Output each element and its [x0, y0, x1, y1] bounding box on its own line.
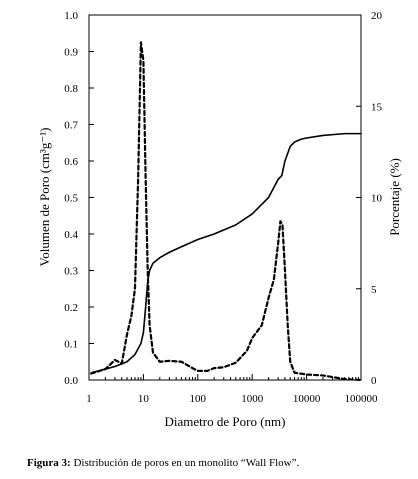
x-tick-label: 1000 [241, 393, 264, 405]
x-tick-label: 1 [86, 393, 92, 405]
caption-text: Distribución de poros en un monolito “Wa… [70, 457, 300, 469]
series-line-dashed [90, 41, 363, 382]
caption-label: Figura 3: [27, 457, 71, 469]
x-tick-label: 100000 [345, 393, 379, 405]
y-left-tick-label: 0.1 [64, 339, 78, 351]
y-left-tick-label: 0.6 [64, 156, 78, 168]
y-right-tick-label: 0 [371, 375, 377, 387]
y-axis-right-label: Porcentaje (%) [387, 158, 402, 236]
pore-distribution-chart: 1 10 100 1000 10000 100000 0.00.10.20.30.40.5… [37, 10, 402, 429]
y-left-tick-label: 0.8 [64, 83, 78, 95]
x-axis: 1 10 100 1000 10000 100000 [86, 374, 378, 405]
x-tick-label: 100 [190, 393, 207, 405]
y-left-tick-label: 1.0 [64, 10, 78, 22]
y-left-tick-label: 0.4 [64, 229, 78, 241]
x-axis-label: Diametro de Poro (nm) [165, 414, 286, 429]
y-axis-left: 0.0 0.1 0.2 0.3 0.4 0.5 0.6 0.7 0.8 0.9 1.0 [64, 10, 94, 387]
y-right-tick-label: 20 [371, 10, 383, 22]
y-right-tick-label: 10 [371, 193, 383, 205]
y-left-tick-label: 0.7 [64, 120, 78, 132]
y-right-tick-label: 5 [371, 284, 377, 296]
y-right-tick-label: 15 [371, 101, 383, 113]
y-left-tick-label: 0.9 [64, 47, 78, 59]
plot-frame [88, 14, 362, 381]
figure-caption: Figura 3: Distribución de poros en un mo… [27, 457, 299, 469]
series-line-solid [90, 132, 362, 374]
y-left-tick-label: 0.3 [64, 266, 78, 278]
series-group [90, 41, 363, 382]
y-axis-left-label: Volumen de Poro (cm³g⁻¹) [37, 128, 52, 267]
y-left-tick-label: 0.5 [64, 193, 78, 205]
y-left-tick-label: 0.2 [64, 302, 78, 314]
x-tick-label: 10000 [293, 393, 321, 405]
x-tick-label: 10 [138, 393, 150, 405]
y-axis-right: 0 5 10 15 20 [356, 10, 383, 387]
y-left-tick-label: 0.0 [64, 375, 78, 387]
